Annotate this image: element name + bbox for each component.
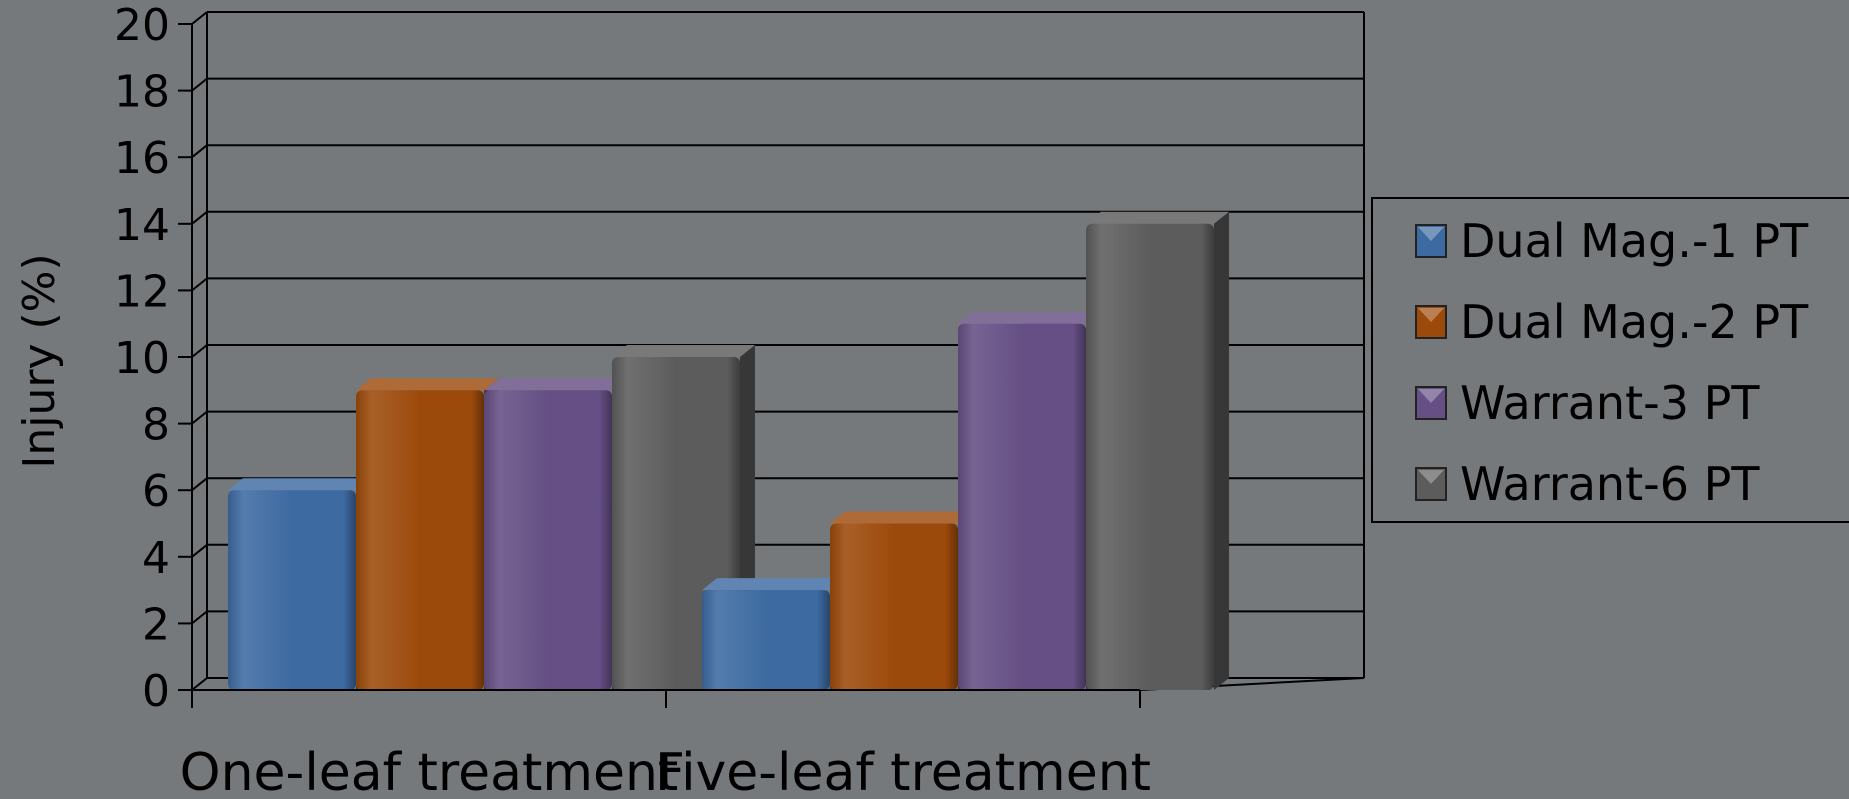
legend: Dual Mag.-1 PT Dual Mag.-2 PT Warrant-3 PT… [1371,197,1849,523]
bar-front-face [958,323,1086,690]
y-tick-label: 2 [142,599,170,650]
y-tick-label: 6 [142,466,170,517]
legend-label: Warrant-3 PT [1460,376,1760,430]
bar-side-face [1214,211,1229,691]
bar-front-face [356,390,484,690]
plot-axes: 0 2 4 6 8 10 12 14 16 18 20 One-leaf treatmentFive-… [114,0,1151,799]
side-gridline [191,211,208,225]
y-tick-label: 14 [114,200,170,251]
legend-swatch-highlight [1418,389,1444,403]
bar-top-face [356,378,499,391]
bar-front-face [702,590,830,690]
bar-top-face [958,311,1101,324]
y-tick-label: 0 [142,666,170,717]
bar [702,578,845,690]
bar-top-face [702,578,845,591]
side-gridline [191,11,208,25]
bar-front-face [1086,223,1214,691]
bar-top-face [612,345,755,357]
side-gridline [191,477,208,491]
bar-front-face [484,390,612,690]
y-tick-label: 16 [114,133,170,184]
bar-top-face [1086,211,1229,224]
legend-box [1371,197,1849,523]
legend-label: Dual Mag.-1 PT [1460,214,1809,268]
side-gridline [191,677,208,691]
side-gridline [191,344,208,358]
legend-swatch-highlight [1418,308,1444,322]
bar [1086,211,1229,691]
side-gridline [191,610,208,625]
plot-bars [228,211,1229,691]
bar [830,511,973,690]
bar [484,378,627,690]
x-category-label: Five-leaf treatment [655,743,1151,795]
y-tick-label: 4 [142,533,170,584]
bar-front-face [228,490,356,690]
legend-label: Dual Mag.-2 PT [1460,295,1809,349]
legend-swatch-highlight [1418,470,1444,484]
bar-top-face [228,478,371,491]
y-axis-label: Injury (%) [14,253,65,468]
side-gridline [191,544,208,558]
x-category-label: One-leaf treatment [180,743,679,795]
side-gridline [191,77,208,92]
y-tick-label: 10 [114,333,170,384]
bar-top-face [484,378,627,391]
legend-swatch-highlight [1418,227,1444,241]
bar [228,478,371,690]
bar-front-face [830,523,958,690]
y-tick-label: 8 [142,400,170,451]
side-gridline [191,410,208,425]
legend-label: Warrant-6 PT [1460,457,1760,511]
y-tick-label: 12 [114,266,170,317]
bar [356,378,499,690]
side-gridline [191,277,208,292]
bar [958,311,1101,690]
side-gridline [191,144,208,158]
y-tick-label: 20 [114,0,170,51]
y-tick-label: 18 [114,67,170,118]
bar-top-face [830,511,973,524]
